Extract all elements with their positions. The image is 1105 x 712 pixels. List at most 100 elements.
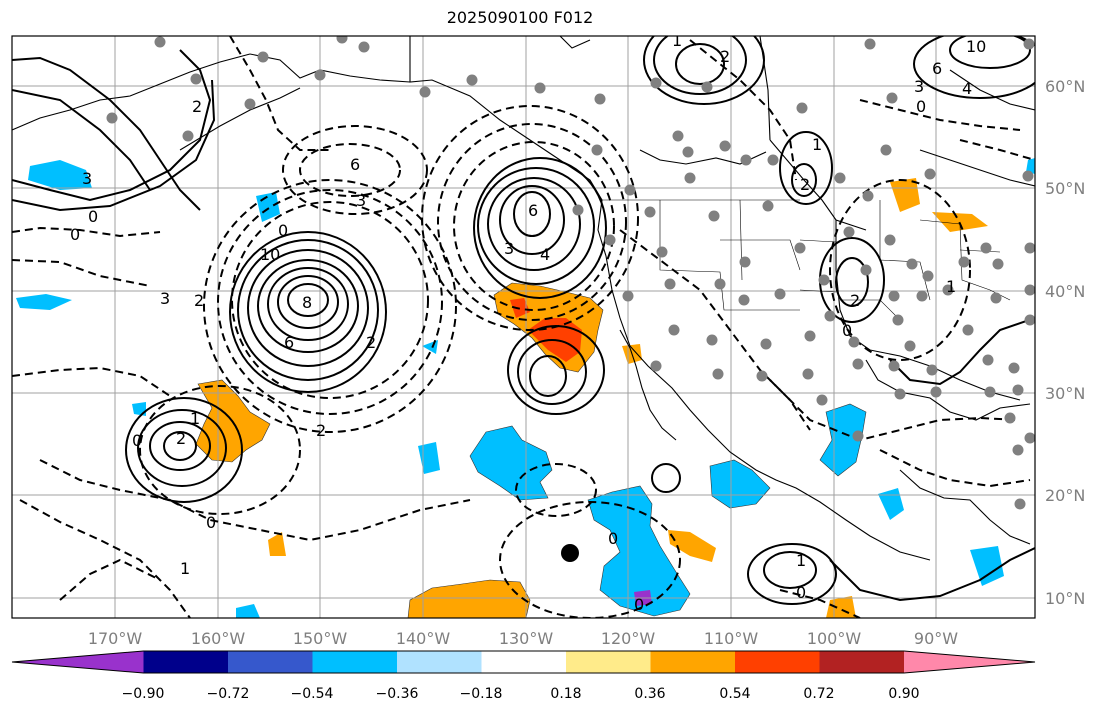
lon-label-90w: 90°W bbox=[914, 629, 958, 648]
colorbar-tick-label: −0.90 bbox=[122, 686, 165, 702]
colorbar-swatch bbox=[312, 651, 398, 673]
blue-region-mexico bbox=[709, 459, 771, 509]
contour-label: 6 bbox=[350, 155, 360, 174]
orange-region-east bbox=[932, 212, 988, 232]
lat-label-30n: 30°N bbox=[1045, 384, 1085, 403]
contour-label-layer: 8 6 10 2 6 3 0 0 6 4 3 2 1 2 1 2 0 2 0 1… bbox=[70, 31, 986, 614]
contour-label: 0 bbox=[634, 595, 644, 614]
colorbar-tick-labels: −0.90 −0.72 −0.54 −0.36 −0.18 0.18 0.36 … bbox=[122, 686, 920, 702]
contour-label: 0 bbox=[278, 221, 288, 240]
contour-label: 2 bbox=[366, 333, 376, 352]
contour-label: 10 bbox=[966, 37, 986, 56]
contour-label: 3 bbox=[356, 191, 366, 210]
colorbar-swatch bbox=[481, 651, 567, 673]
orange-region-baja bbox=[668, 530, 716, 562]
lat-label-10n: 10°N bbox=[1045, 589, 1085, 608]
colorbar-swatch bbox=[566, 651, 651, 673]
contour-label: 1 bbox=[946, 277, 956, 296]
blue-region-aleutian bbox=[28, 160, 92, 190]
map-frame bbox=[11, 35, 1036, 619]
colorbar-tick-label: 0.18 bbox=[550, 686, 581, 702]
colorbar-tick-label: −0.18 bbox=[460, 686, 503, 702]
colorbar-tick-label: −0.54 bbox=[291, 686, 334, 702]
blue-region-central-pacific bbox=[469, 425, 553, 501]
plot-title: 2025090100 F012 bbox=[446, 8, 594, 27]
black-marker bbox=[561, 544, 579, 562]
station-markers bbox=[106, 36, 1035, 510]
blue-region-small3 bbox=[132, 402, 146, 416]
contour-label: 1 bbox=[812, 135, 822, 154]
colorbar-tick-label: −0.36 bbox=[376, 686, 419, 702]
colorbar-tick-label: 0.36 bbox=[634, 686, 665, 702]
colorbar-outline bbox=[11, 650, 1036, 674]
orange-region-south bbox=[407, 579, 531, 618]
lat-label-60n: 60°N bbox=[1045, 77, 1085, 96]
lon-label-170w: 170°W bbox=[88, 629, 143, 648]
orange-region-great-lakes bbox=[890, 178, 920, 212]
contour-label: 0 bbox=[132, 431, 142, 450]
map-area: 8 6 10 2 6 3 0 0 6 4 3 2 1 2 1 2 0 2 0 1… bbox=[12, 31, 1035, 618]
colorbar-extend-low bbox=[12, 651, 144, 673]
lon-label-140w: 140°W bbox=[396, 629, 451, 648]
latitude-labels: 60°N 50°N 40°N 30°N 20°N 10°N bbox=[1045, 77, 1085, 608]
contour-label: 4 bbox=[962, 79, 972, 98]
lat-label-50n: 50°N bbox=[1045, 179, 1085, 198]
contour-label: 3 bbox=[82, 169, 92, 188]
contour-label: 1 bbox=[796, 551, 806, 570]
blue-region-east-pacific bbox=[970, 546, 1004, 586]
contour-label: 1 bbox=[672, 31, 682, 50]
lon-label-150w: 150°W bbox=[293, 629, 348, 648]
colorbar-swatch bbox=[397, 651, 482, 673]
blue-region-small4 bbox=[236, 604, 260, 618]
lon-label-110w: 110°W bbox=[704, 629, 759, 648]
contour-label: 0 bbox=[206, 513, 216, 532]
colorbar-tick-label: 0.54 bbox=[719, 686, 750, 702]
colorbar-tick-label: 0.72 bbox=[803, 686, 834, 702]
blue-region-west bbox=[16, 294, 72, 310]
colorbar bbox=[11, 650, 1036, 674]
contour-label: 1 bbox=[180, 559, 190, 578]
contour-label: 4 bbox=[540, 245, 550, 264]
lat-label-20n: 20°N bbox=[1045, 486, 1085, 505]
contour-label: 8 bbox=[302, 293, 312, 312]
colorbar-swatch bbox=[650, 651, 736, 673]
contour-label: 2 bbox=[800, 175, 810, 194]
blue-region-south bbox=[587, 485, 691, 617]
blue-region-caribbean bbox=[878, 488, 904, 520]
contour-label: 6 bbox=[284, 333, 294, 352]
contour-label: 0 bbox=[842, 321, 852, 340]
contour-label: 2 bbox=[176, 429, 186, 448]
contours-negative bbox=[12, 36, 1035, 618]
colorbar-tick-label: −0.72 bbox=[207, 686, 250, 702]
contour-label: 0 bbox=[70, 225, 80, 244]
blue-region-small5 bbox=[1026, 158, 1035, 174]
orange-region-hawaii bbox=[268, 532, 286, 556]
contour-label: 3 bbox=[160, 289, 170, 308]
contour-label: 0 bbox=[796, 583, 806, 602]
colorbar-swatch bbox=[819, 651, 905, 673]
blue-region-gulf bbox=[819, 403, 867, 477]
lat-label-40n: 40°N bbox=[1045, 282, 1085, 301]
contour-label: 6 bbox=[932, 59, 942, 78]
lon-label-100w: 100°W bbox=[807, 629, 862, 648]
contour-label: 0 bbox=[88, 207, 98, 226]
contour-label: 1 bbox=[190, 409, 200, 428]
contour-label: 3 bbox=[914, 77, 924, 96]
lon-label-120w: 120°W bbox=[601, 629, 656, 648]
contour-label: 10 bbox=[260, 245, 280, 264]
contour-label: 2 bbox=[316, 421, 326, 440]
colorbar-swatch bbox=[228, 651, 313, 673]
colorbar-tick-label: 0.90 bbox=[888, 686, 919, 702]
colorbar-swatch bbox=[735, 651, 820, 673]
contour-label: 2 bbox=[850, 291, 860, 310]
colorbar-swatch bbox=[143, 651, 229, 673]
contour-label: 2 bbox=[192, 97, 202, 116]
contours-positive bbox=[12, 36, 1035, 605]
red-region-small bbox=[510, 298, 530, 318]
shaded-regions bbox=[16, 158, 1035, 618]
contour-label: 0 bbox=[916, 97, 926, 116]
longitude-labels: 170°W 160°W 150°W 140°W 130°W 120°W 110°… bbox=[88, 629, 958, 648]
contour-label: 0 bbox=[608, 529, 618, 548]
colorbar-extend-high bbox=[904, 651, 1035, 673]
